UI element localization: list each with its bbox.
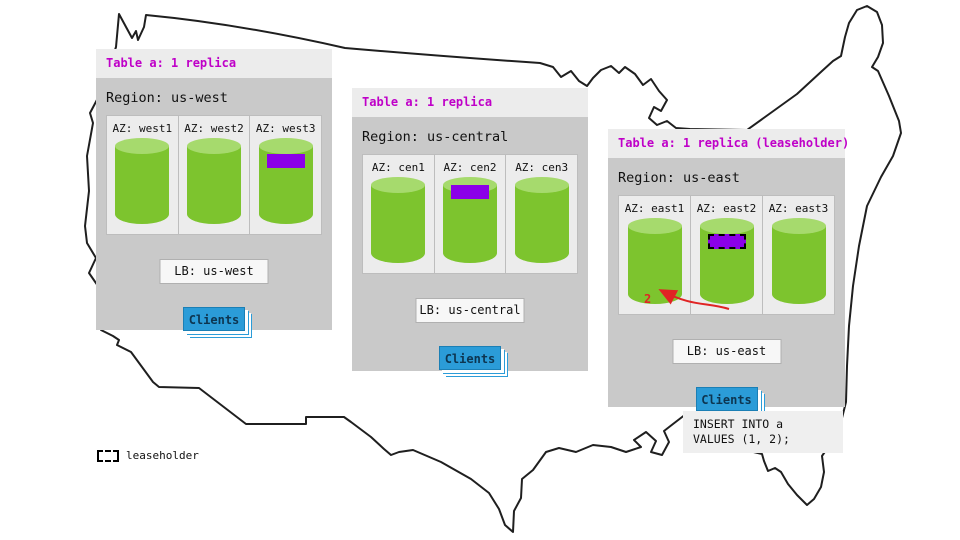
az-row: AZ: cen1 AZ: cen2 AZ: cen3 xyxy=(362,154,578,274)
az-label: AZ: cen2 xyxy=(443,161,497,174)
leaseholder-chip xyxy=(707,234,746,249)
az-cell-west2: AZ: west2 xyxy=(179,116,251,234)
az-cell-east2: AZ: east2 xyxy=(691,196,763,314)
replica-chip xyxy=(266,154,305,168)
az-cell-east1: AZ: east1 xyxy=(619,196,691,314)
sql-insert-note: INSERT INTO a VALUES (1, 2); xyxy=(683,411,843,453)
clients-button[interactable]: Clients xyxy=(439,346,501,370)
db-node-cylinder-icon xyxy=(187,138,241,224)
az-label: AZ: west3 xyxy=(255,122,316,135)
cylinder-top xyxy=(699,218,754,234)
region-label: Region: us-central xyxy=(362,129,509,145)
load-balancer-box: LB: us-east xyxy=(672,339,781,364)
az-label: AZ: east3 xyxy=(768,202,829,215)
az-row: AZ: east1 AZ: east2 AZ: east3 xyxy=(618,195,835,315)
db-node-cylinder-icon xyxy=(371,177,426,263)
az-label: AZ: east2 xyxy=(696,202,757,215)
cylinder-top xyxy=(187,138,241,154)
region-label: Region: us-west xyxy=(106,90,228,106)
table-replica-header: Table a: 1 replica xyxy=(352,88,588,117)
region-panel-us-east: Table a: 1 replica (leaseholder) Region:… xyxy=(608,129,849,411)
db-node-cylinder-icon xyxy=(627,218,682,304)
az-cell-cen3: AZ: cen3 xyxy=(506,155,577,273)
cylinder-top xyxy=(258,138,313,154)
cylinder-top xyxy=(371,177,426,193)
az-label: AZ: east1 xyxy=(624,202,685,215)
legend-label: leaseholder xyxy=(126,449,199,462)
az-cell-cen2: AZ: cen2 xyxy=(435,155,507,273)
az-row: AZ: west1 AZ: west2 AZ: west3 xyxy=(106,115,322,235)
db-node-cylinder-icon xyxy=(771,218,826,304)
db-node-cylinder-icon xyxy=(258,138,313,224)
cylinder-top xyxy=(771,218,826,234)
cylinder-body xyxy=(514,185,569,263)
region-label: Region: us-east xyxy=(618,170,740,186)
sql-line-1: INSERT INTO a xyxy=(693,417,784,431)
table-replica-header: Table a: 1 replica xyxy=(96,49,332,78)
db-node-cylinder-icon xyxy=(443,177,497,263)
az-label: AZ: west1 xyxy=(112,122,173,135)
load-balancer-box: LB: us-central xyxy=(415,298,525,323)
cylinder-body xyxy=(371,185,426,263)
az-label: AZ: cen1 xyxy=(371,161,425,174)
cylinder-top xyxy=(514,177,569,193)
cylinder-body xyxy=(115,146,170,224)
region-panel-us-west: Table a: 1 replica Region: us-west AZ: w… xyxy=(96,49,332,331)
cylinder-body xyxy=(627,226,682,304)
clients-button[interactable]: Clients xyxy=(695,387,758,411)
az-label: AZ: west2 xyxy=(184,122,244,135)
legend: leaseholder xyxy=(97,449,199,462)
table-replica-header: Table a: 1 replica (leaseholder) xyxy=(608,129,849,158)
az-label: AZ: cen3 xyxy=(515,161,569,174)
db-node-cylinder-icon xyxy=(514,177,569,263)
cylinder-body xyxy=(771,226,826,304)
az-cell-cen1: AZ: cen1 xyxy=(363,155,435,273)
db-node-cylinder-icon xyxy=(115,138,170,224)
cylinder-top xyxy=(115,138,170,154)
az-cell-east3: AZ: east3 xyxy=(763,196,834,314)
load-balancer-box: LB: us-west xyxy=(159,259,269,284)
az-cell-west1: AZ: west1 xyxy=(107,116,179,234)
region-panel-us-central: Table a: 1 replica Region: us-central AZ… xyxy=(352,88,588,371)
cylinder-top xyxy=(627,218,682,234)
cylinder-body xyxy=(187,146,241,224)
clients-button[interactable]: Clients xyxy=(183,307,245,331)
replica-chip xyxy=(451,185,489,199)
db-node-cylinder-icon xyxy=(699,218,754,304)
sql-line-2: VALUES (1, 2); xyxy=(693,432,790,446)
leaseholder-swatch-icon xyxy=(97,449,119,462)
az-cell-west3: AZ: west3 xyxy=(250,116,321,234)
